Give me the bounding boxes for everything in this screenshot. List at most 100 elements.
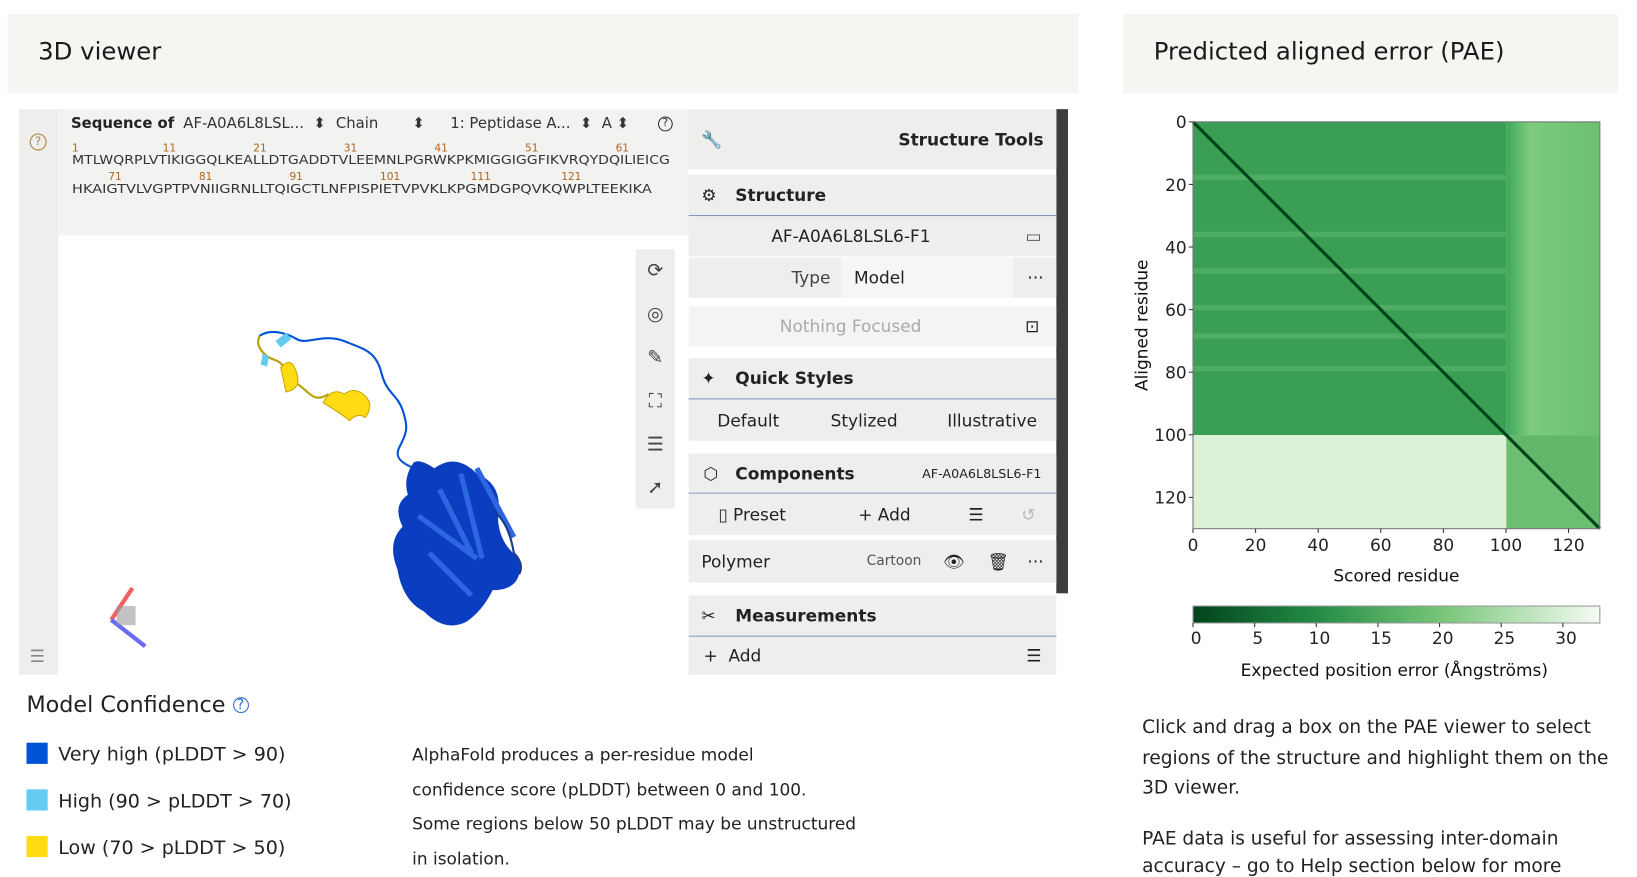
sequence-help[interactable]: ? (657, 116, 673, 132)
x-tick-label: 20 (1245, 535, 1267, 555)
add-measurement[interactable]: + Add (703, 645, 762, 666)
heatmap-streak (1192, 268, 1507, 274)
components-actions: ▯ Preset + Add ☰ ↺ (688, 493, 1057, 536)
x-tick-label: 80 (1433, 535, 1455, 555)
legend-item: Low (70 > pLDDT > 50) (26, 835, 285, 859)
polymer-row[interactable]: Polymer Cartoon 👁 🗑 ··· (688, 540, 1057, 583)
delete-btn[interactable]: 🗑 (987, 551, 1009, 572)
heatmap-frame (1192, 121, 1601, 530)
pae-title: Predicted aligned error (PAE) (1153, 38, 1505, 66)
y-tick-label: 120 (1154, 488, 1186, 508)
scrollbar[interactable] (1056, 109, 1068, 594)
entry-text: AF-A0A6L8LSL... (183, 115, 304, 133)
tools-btn[interactable]: ✎ (647, 346, 664, 369)
style-option[interactable]: Stylized (830, 410, 898, 431)
measurements-header[interactable]: ✂ Measurements (688, 595, 1057, 637)
style-option[interactable]: Illustrative (947, 410, 1038, 431)
more-icon[interactable]: ··· (1027, 551, 1044, 572)
residue-index: 31 (344, 143, 357, 155)
y-axis-label: Aligned residue (1131, 260, 1151, 392)
axis-x (109, 586, 135, 621)
domain-loop (492, 509, 522, 575)
type-box[interactable] (841, 257, 1013, 298)
viewer-title: 3D viewer (38, 38, 162, 66)
structure-header[interactable]: ⚙ Structure (688, 174, 1057, 217)
visibility-btn[interactable]: 👁 (942, 551, 965, 572)
x-tick-label: 40 (1307, 535, 1329, 555)
chain-select[interactable]: Chain ⬍ (335, 115, 425, 133)
canvas: ⟳ ◎ ✎ ⛶ ☰ ➚ (58, 235, 689, 675)
colorbar-label: Expected position error (Ångströms) (1241, 659, 1548, 680)
settings-icon[interactable]: ☰ (29, 646, 45, 667)
heatmap-streak (1192, 365, 1507, 372)
canvas-toolbar: ⟳ ◎ ✎ ⛶ ☰ ➚ (635, 248, 675, 509)
sequence-panel: Sequence of AF-A0A6L8LSL... ⬍ Chain ⬍ 1: … (58, 109, 689, 237)
components-entry: AF-A0A6L8LSL6-F1 (922, 465, 1042, 481)
ruler-icon: ✂ (701, 605, 716, 626)
colorbar-tick-label: 20 (1432, 628, 1454, 648)
structure-icon: ⚙ (701, 184, 717, 206)
residue-index: 71 (108, 171, 121, 183)
reset-btn[interactable]: ⟳ (647, 259, 664, 282)
help-icon[interactable]: ? (29, 133, 47, 151)
add-text: Add (877, 504, 911, 525)
bookmark-icon[interactable]: ▭ (1025, 226, 1042, 247)
options-btn[interactable]: ☰ (1026, 645, 1042, 666)
residue-index: 61 (616, 143, 629, 155)
heatmap-streak (1192, 304, 1507, 311)
settings-btn[interactable]: ☰ (646, 433, 664, 456)
colorbar-tick-label: 0 (1191, 628, 1202, 648)
components-header[interactable]: ⬡ Components AF-A0A6L8LSL6-F1 (688, 453, 1057, 494)
focus-icon[interactable]: ⊡ (1025, 316, 1040, 337)
high-segment (260, 353, 270, 367)
residues: HKAIGTVLVGPTPVNIIGRNLLTQIGCTLNFPISPIETVP… (72, 181, 652, 196)
heatmap-streak (1192, 231, 1507, 237)
entry-select[interactable]: AF-A0A6L8LSL... ⬍ (183, 115, 326, 133)
select-btn[interactable]: ➚ (647, 476, 664, 500)
sequence-label: Sequence of (70, 115, 175, 133)
history-btn[interactable]: ↺ (1021, 504, 1036, 525)
quick-styles-header[interactable]: ✦ Quick Styles (688, 358, 1057, 400)
focus-row: Nothing Focused ⊡ (688, 306, 1057, 347)
style-option[interactable]: Default (717, 410, 780, 431)
legend-label: Very high (pLDDT > 90) (58, 743, 286, 767)
y-tick-label: 60 (1165, 300, 1187, 320)
add-measurement-text: Add (728, 645, 762, 666)
structure-title: Structure (735, 184, 827, 206)
chain-id-text: A (601, 115, 612, 133)
focus-text: Nothing Focused (779, 316, 922, 337)
options-btn[interactable]: ☰ (968, 504, 984, 525)
residue-index: 21 (253, 143, 266, 155)
sequence: 1 11 21 31 41 51 61MTLWQRPLVTIKIGGQLKEALLDTGAD… (72, 143, 670, 196)
confidence-title-text: Model Confidence (26, 691, 226, 718)
residue-index: 81 (199, 171, 212, 183)
residue-index: 51 (525, 143, 538, 155)
preset-btn[interactable]: ▯ Preset (718, 504, 786, 525)
measurements-add[interactable]: + Add ☰ (688, 636, 1057, 675)
heatmap-block (1506, 121, 1600, 436)
snapshot-btn[interactable]: ◎ (646, 303, 664, 326)
confidence-help[interactable]: ? (232, 697, 249, 714)
tools-title: Structure Tools (898, 129, 1044, 150)
description-line: 3D viewer. (1142, 778, 1241, 800)
description-line: accuracy – go to Help section below for … (1142, 856, 1562, 877)
heatmap-streak (1192, 174, 1507, 181)
chain-id-select[interactable]: A ⬍ (601, 115, 630, 133)
helix-2 (322, 389, 371, 422)
description-line: Click and drag a box on the PAE viewer t… (1142, 717, 1591, 739)
residue-index: 121 (561, 171, 581, 183)
confidence-title: Model Confidence ? (26, 691, 249, 718)
entity-select[interactable]: 1: Peptidase A... ⬍ (450, 115, 593, 133)
residue-index: 111 (471, 171, 491, 183)
more-icon[interactable]: ··· (1027, 267, 1044, 288)
x-tick-label: 60 (1370, 535, 1392, 555)
tools-header: 🔧 Structure Tools (688, 109, 1057, 170)
add-btn[interactable]: + Add (858, 504, 911, 525)
entry-name: AF-A0A6L8LSL6-F1 (771, 226, 931, 247)
expand-btn[interactable]: ⛶ (648, 389, 662, 413)
styles-row: Default Stylized Illustrative (688, 399, 1057, 441)
entry-row[interactable]: AF-A0A6L8LSL6-F1 ▭ (688, 216, 1057, 257)
